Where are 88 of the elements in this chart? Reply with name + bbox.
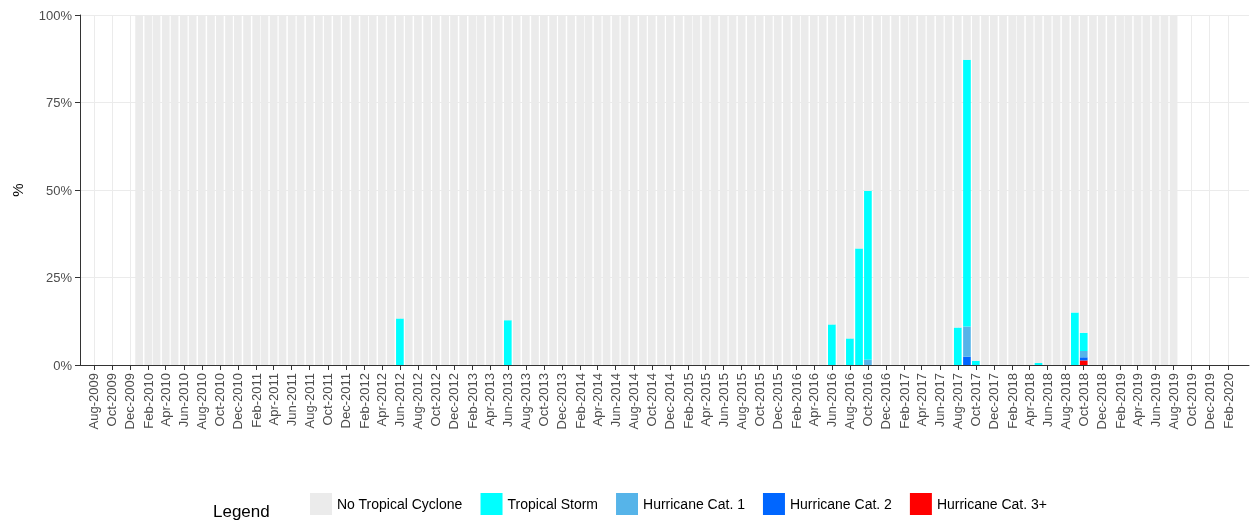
legend-label: Hurricane Cat. 2 (789, 496, 893, 512)
x-tick-label: Apr-2017 (914, 373, 930, 427)
bar (1079, 351, 1088, 358)
x-tick-label: Oct-2012 (428, 373, 444, 427)
y-tick-label: 0% (53, 357, 73, 373)
x-tick-label: Aug-2013 (518, 373, 534, 430)
y-tick-label: 100% (38, 7, 73, 23)
x-tick-label: Oct-2016 (860, 373, 876, 427)
x-tick-label: Dec-2019 (1202, 373, 1218, 430)
x-tick-label: Jun-2018 (1040, 373, 1056, 428)
x-tick-label: Dec-2017 (986, 373, 1002, 430)
x-tick-label: Dec-2014 (662, 373, 678, 430)
bar (963, 326, 971, 357)
x-tick-label: Oct-2017 (968, 373, 984, 427)
x-tick-label: Aug-2015 (734, 373, 750, 430)
x-tick-label: Feb-2019 (1112, 373, 1128, 429)
bar (396, 318, 404, 365)
x-tick-label: Apr-2019 (1130, 373, 1146, 427)
legend-label: Hurricane Cat. 3+ (936, 496, 1047, 512)
bar (963, 59, 971, 327)
x-tick-label: Dec-2010 (230, 373, 246, 430)
y-tick-label: 75% (45, 95, 73, 110)
x-tick-label: Apr-2012 (374, 373, 390, 427)
x-tick-label: Aug-2016 (842, 373, 858, 430)
bar (963, 356, 971, 365)
x-tick-label: Aug-2014 (626, 373, 642, 430)
x-tick-label: Dec-2009 (122, 373, 138, 430)
x-tick-label: Jun-2019 (1148, 373, 1164, 428)
x-tick-label: Feb-2010 (140, 373, 156, 429)
x-tick-label: Oct-2013 (536, 373, 552, 427)
y-axis-title: % (9, 183, 26, 197)
x-tick-label: Dec-2015 (770, 373, 786, 430)
x-tick-label: Feb-2015 (680, 373, 696, 429)
bar (1079, 360, 1088, 365)
bar (1079, 357, 1088, 361)
x-tick-label: Feb-2017 (896, 373, 912, 429)
x-tick-label: Apr-2010 (158, 373, 174, 427)
bar (971, 360, 980, 365)
x-tick-label: Dec-2012 (446, 373, 462, 430)
x-tick-label: Feb-2018 (1004, 373, 1020, 429)
x-tick-label: Dec-2016 (878, 373, 894, 430)
x-tick-label: Aug-2018 (1058, 373, 1074, 430)
x-tick-label: Aug-2012 (410, 373, 426, 430)
x-tick-label: Oct-2011 (320, 373, 336, 426)
x-tick-label: Dec-2013 (554, 373, 570, 430)
bar (503, 320, 512, 365)
x-tick-label: Dec-2018 (1094, 373, 1110, 430)
y-tick-label: 50% (45, 182, 73, 198)
x-tick-label: Aug-2011 (302, 373, 318, 429)
y-tick-label: 25% (45, 270, 73, 285)
x-tick-label: Feb-2012 (356, 373, 372, 429)
x-tick-label: Apr-2018 (1022, 373, 1038, 427)
x-tick-label: Aug-2019 (1166, 373, 1182, 430)
x-tick-label: Jun-2011 (284, 373, 300, 427)
x-tick-label: Oct-2015 (752, 373, 768, 427)
x-tick-label: Oct-2010 (212, 373, 228, 427)
x-tick-label: Aug-2010 (194, 373, 210, 430)
x-tick-label: Jun-2012 (392, 373, 408, 428)
x-tick-label: Aug-2009 (86, 373, 102, 430)
x-tick-label: Apr-2015 (698, 373, 714, 427)
x-tick-label: Apr-2013 (482, 373, 498, 427)
x-tick-label: Feb-2011 (248, 373, 264, 428)
legend-label: Tropical Storm (507, 496, 599, 512)
x-tick-label: Dec-2011 (338, 373, 354, 429)
x-tick-label: Jun-2016 (824, 373, 840, 428)
x-tick-label: Apr-2014 (590, 373, 606, 427)
x-tick-label: Jun-2010 (176, 373, 192, 428)
x-tick-label: Feb-2016 (788, 373, 804, 429)
x-tick-label: Jun-2014 (608, 373, 624, 428)
legend-label: Hurricane Cat. 1 (643, 496, 746, 512)
bar (953, 327, 962, 365)
x-tick-label: Jun-2013 (500, 373, 516, 428)
legend-title: Legend (213, 502, 270, 521)
x-tick-label: Apr-2011 (266, 373, 282, 426)
bar (864, 359, 872, 365)
x-tick-label: Oct-2014 (644, 373, 660, 427)
x-tick-label: Apr-2016 (806, 373, 822, 427)
x-tick-label: Feb-2020 (1220, 373, 1236, 429)
x-tick-label: Feb-2013 (464, 373, 480, 429)
x-tick-label: Aug-2017 (950, 373, 966, 430)
bar (827, 324, 836, 365)
x-tick-label: Feb-2014 (572, 373, 588, 429)
x-tick-label: Oct-2018 (1076, 373, 1092, 427)
x-tick-label: Jun-2015 (716, 373, 732, 428)
x-tick-label: Jun-2017 (932, 373, 948, 428)
x-tick-label: Oct-2009 (104, 373, 120, 427)
legend-label: No Tropical Cyclone (337, 496, 463, 512)
x-tick-label: Oct-2019 (1184, 373, 1200, 427)
